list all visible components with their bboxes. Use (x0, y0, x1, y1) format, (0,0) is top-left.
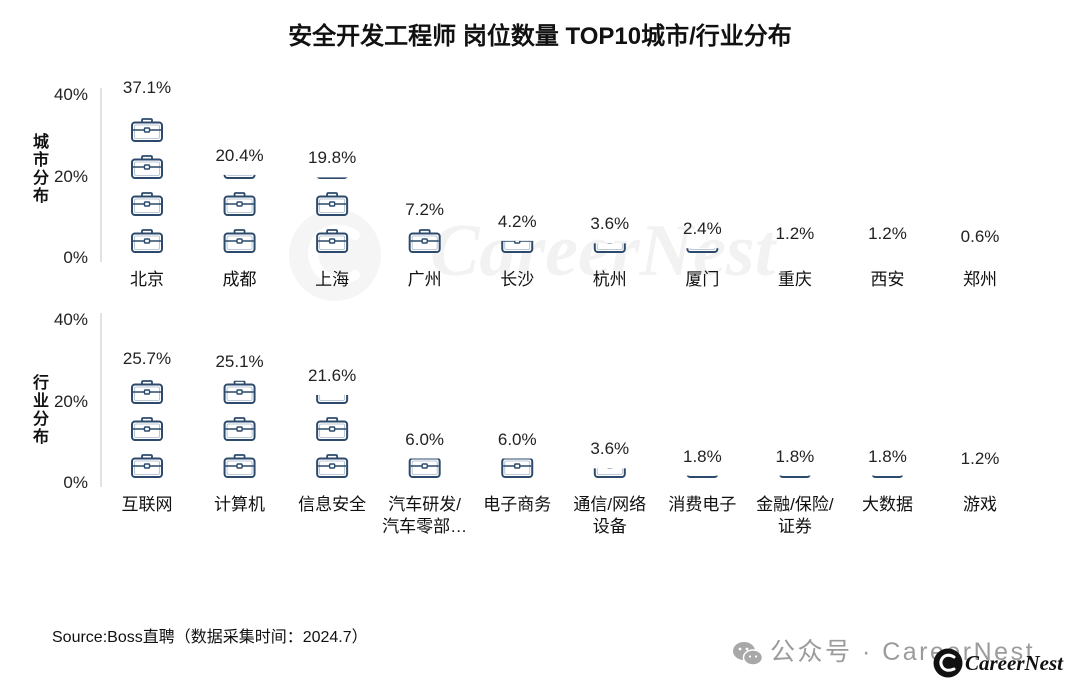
x-tick-label: 消费电子 (668, 495, 737, 514)
x-tick-label: 上海 (315, 270, 350, 289)
briefcase-icon (131, 229, 163, 253)
pictogram-bar (408, 458, 441, 478)
y-tick-label: 20% (53, 166, 88, 186)
y-tick-label: 20% (53, 391, 88, 411)
briefcase-icon (131, 118, 163, 142)
briefcase-icon (223, 229, 256, 253)
x-tick-label: 广州 (407, 270, 442, 289)
x-tick-label: 西安 (870, 270, 905, 289)
briefcase-icon (131, 380, 163, 404)
pictogram-bar (501, 458, 534, 478)
x-tick-label: 重庆 (777, 270, 812, 289)
y-tick-label: 0% (63, 473, 88, 492)
briefcase-icon (316, 454, 349, 478)
data-label: 7.2% (405, 199, 445, 219)
careernest-logo-icon (933, 648, 963, 678)
x-tick-label: 汽车研发/ 汽车零部… (382, 495, 468, 536)
data-label: 37.1% (122, 77, 172, 97)
x-tick-label: 厦门 (685, 270, 720, 289)
y-tick-label: 0% (63, 248, 88, 267)
pictogram-bar (131, 380, 163, 478)
watermark-footer-text: 公众号 · CareerNest (770, 638, 1036, 666)
data-label: 3.6% (590, 439, 630, 459)
data-label: 4.2% (497, 211, 537, 231)
data-label: 1.8% (682, 446, 722, 466)
y-axis-label: 城市分布 (30, 133, 47, 205)
x-tick-label: 金融/保险/ 证券 (756, 495, 834, 536)
data-label: 1.2% (775, 224, 815, 244)
y-tick-label: 40% (53, 85, 88, 104)
chart-title: 安全开发工程师 岗位数量 TOP10城市/行业分布 (288, 23, 792, 50)
briefcase-icon (408, 458, 441, 478)
x-tick-label: 杭州 (592, 270, 627, 289)
data-label: 21.6% (308, 365, 357, 385)
data-label: 2.4% (682, 219, 722, 239)
data-label: 25.7% (122, 349, 172, 369)
data-label: 6.0% (405, 429, 445, 449)
data-label: 1.8% (868, 446, 907, 466)
source-note: Source:Boss直聘（数据采集时间：2024.7） (52, 629, 368, 646)
data-label: 20.4% (215, 145, 264, 165)
briefcase-icon (131, 155, 163, 179)
x-tick-label: 电子商务 (483, 495, 552, 514)
x-tick-label: 信息安全 (298, 495, 367, 514)
briefcase-icon (223, 380, 256, 404)
pictogram-bar (131, 118, 163, 253)
x-tick-label: 北京 (130, 270, 164, 289)
data-label: 6.0% (497, 429, 537, 449)
data-label: 1.8% (775, 446, 815, 466)
briefcase-icon (131, 417, 163, 441)
data-label: 1.2% (868, 224, 907, 244)
pictogram-bar (223, 174, 256, 253)
x-tick-label: 通信/网络 设备 (573, 495, 647, 536)
pictogram-bar (223, 380, 256, 478)
briefcase-icon (223, 417, 256, 441)
briefcase-icon (131, 192, 163, 216)
data-label: 0.6% (960, 226, 1000, 246)
x-tick-label: 游戏 (963, 495, 998, 514)
briefcase-icon (223, 454, 256, 478)
x-tick-label: 大数据 (861, 495, 913, 514)
briefcase-icon (223, 192, 256, 216)
y-tick-label: 40% (53, 310, 88, 329)
data-label: 3.6% (590, 214, 630, 234)
pictogram-bar (316, 394, 349, 478)
briefcase-icon (501, 458, 534, 478)
x-tick-label: 计算机 (214, 495, 266, 514)
x-tick-label: 长沙 (500, 270, 535, 289)
x-tick-label: 郑州 (963, 270, 998, 289)
x-tick-label: 互联网 (121, 495, 173, 514)
data-label: 19.8% (308, 148, 357, 168)
data-label: 25.1% (215, 351, 264, 371)
data-label: 1.2% (960, 449, 1000, 469)
logo-text: CareerNest (965, 651, 1063, 675)
y-axis-label: 行业分布 (30, 374, 47, 446)
wechat-icon (733, 642, 764, 666)
briefcase-icon (131, 454, 163, 478)
briefcase-icon (316, 417, 349, 441)
x-tick-label: 成都 (222, 270, 257, 289)
